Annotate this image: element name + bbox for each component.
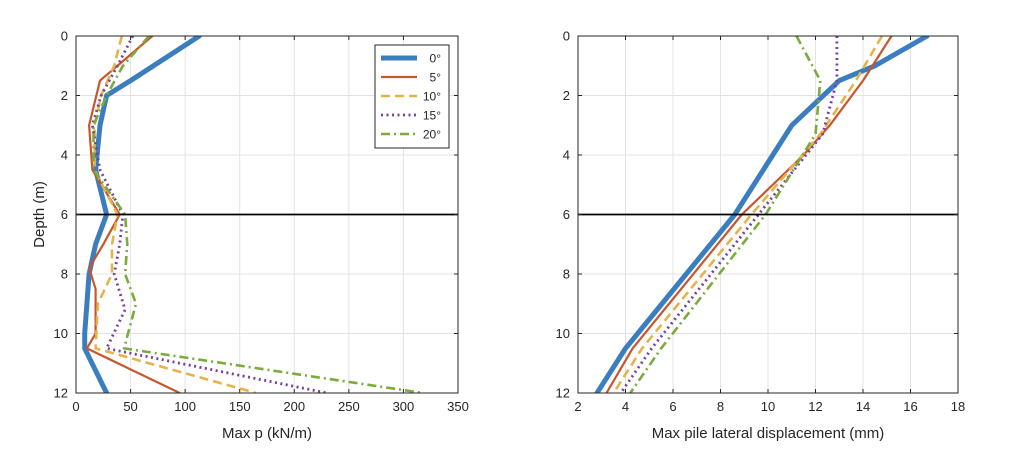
legend-label: 5° xyxy=(430,71,442,85)
y-tick-label: 12 xyxy=(556,386,570,401)
x-tick-label: 4 xyxy=(622,399,629,414)
x-tick-label: 200 xyxy=(283,399,305,414)
chart-lateral-displacement: 2 4 6 8 10 12 14 16 18 0 2 4 6 8 10 12 Max pile lateral … xyxy=(556,29,966,443)
x-tick-label: 0 xyxy=(72,399,79,414)
legend-label: 0° xyxy=(430,52,442,66)
x-tick-label: 2 xyxy=(574,399,581,414)
series-line-0deg xyxy=(82,36,202,393)
x-tick-label: 18 xyxy=(951,399,965,414)
series-line-0deg xyxy=(594,36,930,393)
x-tick-label: 6 xyxy=(669,399,676,414)
chart-max-p: 0 50 100 150 200 250 300 350 0 2 4 6 8 10 12 Max p (kN/… xyxy=(31,29,469,443)
x-axis-label: Max pile lateral displacement (mm) xyxy=(652,425,885,442)
y-tick-label: 0 xyxy=(61,29,68,44)
y-tick-label: 10 xyxy=(556,326,570,341)
x-tick-label: 16 xyxy=(903,399,917,414)
y-tick-label: 0 xyxy=(563,29,570,44)
x-tick-label: 14 xyxy=(856,399,870,414)
legend-label: 20° xyxy=(423,128,441,142)
series-line-20deg xyxy=(92,36,424,393)
y-tick-label: 2 xyxy=(563,88,570,103)
series-group xyxy=(594,36,930,393)
legend-label: 15° xyxy=(423,109,441,123)
x-tick-label: 100 xyxy=(174,399,196,414)
y-tick-label: 6 xyxy=(563,207,570,222)
y-tick-label: 8 xyxy=(61,267,68,282)
x-tick-label: 8 xyxy=(717,399,724,414)
legend-label: 10° xyxy=(423,90,441,104)
x-tick-label: 150 xyxy=(229,399,251,414)
series-line-20deg xyxy=(629,36,822,393)
y-tick-label: 4 xyxy=(563,148,570,163)
x-tick-label: 300 xyxy=(393,399,415,414)
y-tick-label: 6 xyxy=(61,207,68,222)
x-tick-label: 10 xyxy=(761,399,775,414)
x-tick-label: 350 xyxy=(447,399,469,414)
series-line-5deg xyxy=(85,36,181,393)
y-axis-label: Depth (m) xyxy=(31,181,48,248)
y-tick-label: 8 xyxy=(563,267,570,282)
x-tick-label: 12 xyxy=(808,399,822,414)
x-tick-label: 250 xyxy=(338,399,360,414)
y-tick-label: 10 xyxy=(54,326,68,341)
x-axis-label: Max p (kN/m) xyxy=(222,425,312,442)
y-tick-label: 12 xyxy=(54,386,68,401)
legend: 0° 5° 10° 15° 20° xyxy=(374,44,450,149)
x-tick-label: 50 xyxy=(123,399,137,414)
y-tick-label: 4 xyxy=(61,148,68,163)
series-line-10deg xyxy=(612,36,884,393)
y-tick-label: 2 xyxy=(61,88,68,103)
